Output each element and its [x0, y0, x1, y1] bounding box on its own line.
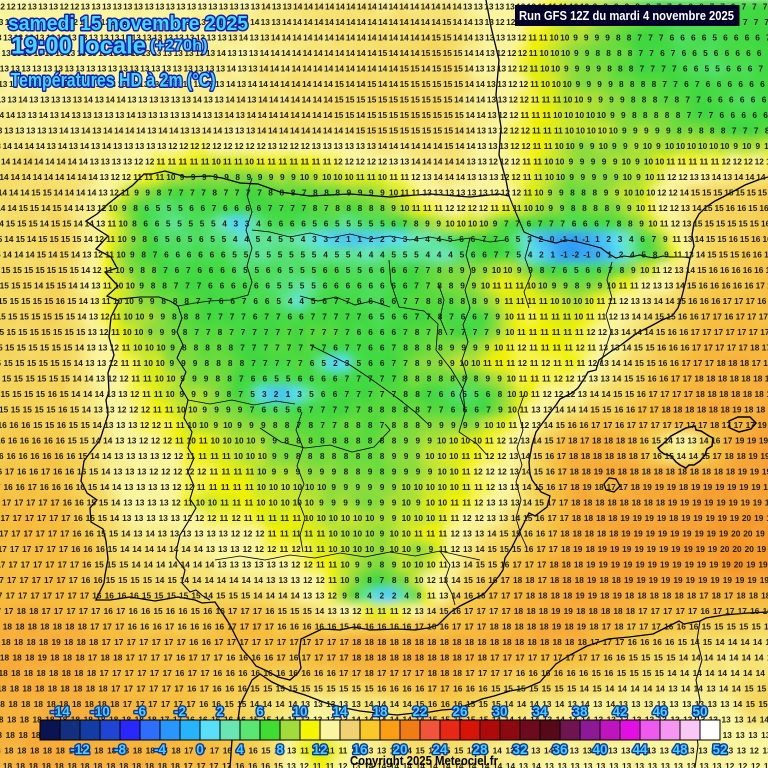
svg-text:171717171717171615151413131313: 1717171717171716151514131313131312121211…	[0, 513, 768, 523]
svg-text:171717171717171716151515141414: 1717171717171717161515151414141414141413…	[0, 560, 768, 570]
svg-text:-14: -14	[50, 704, 70, 719]
svg-text:44: 44	[632, 742, 648, 757]
svg-text:8: 8	[276, 742, 284, 757]
svg-text:19:00 locale: 19:00 locale	[11, 33, 146, 60]
svg-text:151515151515151513121110109998: 1515151515151515131211101099987787777777…	[0, 327, 768, 337]
svg-text:(+270h): (+270h)	[150, 38, 208, 55]
svg-text:151515151515161514131110109988: 1515151515151615141311101099888776676654…	[0, 296, 768, 306]
svg-text:34: 34	[532, 704, 548, 719]
svg-text:-6: -6	[134, 704, 146, 719]
svg-text:151515151515151414131212111110: 1515151515151514141312121111101099988766…	[0, 374, 768, 384]
svg-text:12: 12	[312, 742, 327, 757]
svg-text:141414151514151414131210986555: 1414141515141514141312109865556676666777…	[0, 203, 768, 213]
svg-text:151515151515151514121110988767: 1515151515151515141211109887676666556655…	[0, 265, 768, 275]
svg-text:6: 6	[256, 704, 264, 719]
svg-text:151414141515141414141312119987: 1514141415151414141413121199877778777788…	[0, 188, 768, 198]
svg-text:171717171717171616161514141414: 1717171717171716161615141414141414141313…	[0, 544, 768, 554]
svg-text:22: 22	[412, 704, 427, 719]
svg-text:-10: -10	[90, 704, 110, 719]
svg-text:151515151415151414131110109887: 1515151514151514141311101098877766666655…	[0, 281, 768, 291]
svg-text:171717171717171616151514131413: 1717171717171716161515141314131313131313…	[0, 529, 768, 539]
svg-text:36: 36	[552, 742, 568, 757]
svg-text:161716161716161615141313131212: 1617161617161616151413131312121212121111…	[0, 467, 768, 477]
svg-text:52: 52	[712, 742, 727, 757]
svg-text:181818181818181817171716161617: 1818181818181818171717161616171616161617…	[0, 622, 768, 632]
svg-text:141414141414141414141312121111: 1414141414141414141413121211111110999998…	[0, 172, 768, 182]
svg-text:171718181717171717161716161516: 1717181817171717171617161615161615161617…	[0, 606, 768, 616]
svg-text:14: 14	[332, 704, 348, 719]
svg-text:161616161616161515141413131212: 1616161616161615151414131312121211101110…	[0, 436, 768, 446]
svg-text:161616161616161514141313131312: 1616161616161615141413131313121211111111…	[0, 451, 768, 461]
svg-text:181818181918181817181817171717: 1818181819181818171818171717171617171716…	[0, 653, 768, 663]
svg-text:18: 18	[372, 704, 388, 719]
svg-text:141515151415151414131110866555: 1415151514151514141311108665555543346666…	[0, 219, 768, 229]
svg-text:38: 38	[572, 704, 588, 719]
svg-text:32: 32	[512, 742, 527, 757]
svg-text:26: 26	[452, 704, 468, 719]
svg-text:151515151516151414141313121111: 1515151515161514141413131211111099998753…	[0, 389, 768, 399]
svg-text:151515151515151413131211101010: 1515151515151514131312111010109888887777…	[0, 343, 768, 353]
svg-text:151515151515151413131211111010: 1515151515151514131312111110109998888777…	[0, 358, 768, 368]
svg-text:-2: -2	[174, 704, 186, 719]
svg-text:10: 10	[292, 704, 307, 719]
svg-text:50: 50	[692, 704, 707, 719]
svg-text:171717171717161615151413131313: 1717171717171616151514131313131211101011…	[0, 498, 768, 508]
svg-text:46: 46	[652, 704, 668, 719]
svg-text:181818181819181818171717171717: 1818181818191818181717171717171716161717…	[0, 637, 768, 647]
svg-text:4: 4	[236, 742, 244, 757]
svg-text:151616161515161515141313131212: 1516161615151615151413131312121111101091…	[0, 420, 768, 430]
svg-text:2: 2	[216, 704, 224, 719]
svg-text:42: 42	[612, 704, 627, 719]
svg-text:48: 48	[672, 742, 688, 757]
svg-text:-4: -4	[154, 742, 166, 757]
svg-text:141414141414141414131313131212: 1414141414141414141313131312121111111111…	[0, 157, 768, 167]
svg-text:40: 40	[592, 742, 607, 757]
svg-text:Températures HD à 2m (°C): Températures HD à 2m (°C)	[11, 70, 216, 92]
svg-text:-8: -8	[114, 742, 126, 757]
svg-text:30: 30	[492, 704, 507, 719]
svg-text:-12: -12	[70, 742, 90, 757]
svg-text:Run GFS 12Z du mardi 4 novembr: Run GFS 12Z du mardi 4 novembre 2025	[519, 8, 734, 23]
svg-text:Copyright 2025 Meteociel.fr: Copyright 2025 Meteociel.fr	[350, 753, 498, 768]
svg-text:0: 0	[196, 742, 204, 757]
